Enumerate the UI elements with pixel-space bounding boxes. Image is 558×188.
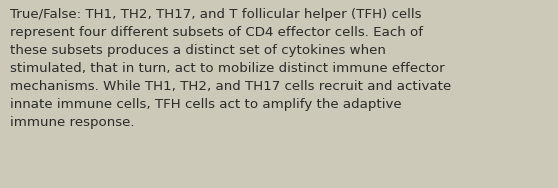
Text: True/False: TH1, TH2, TH17, and T follicular helper (TFH) cells
represent four d: True/False: TH1, TH2, TH17, and T follic…: [10, 8, 451, 130]
